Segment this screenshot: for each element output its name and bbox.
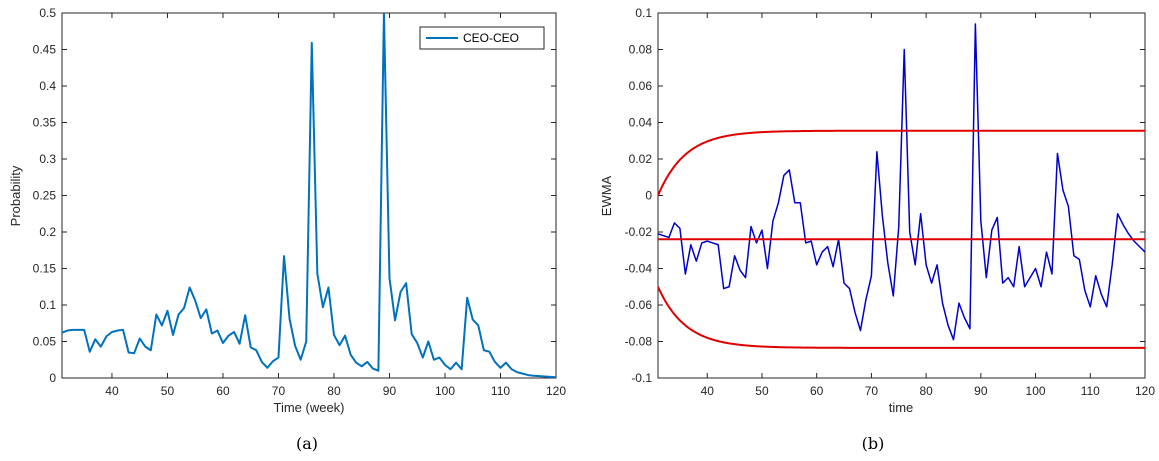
chart-b-ytick-label: 0.02 [629,152,653,166]
chart-b-ytick-label: -0.04 [625,262,653,276]
chart-b-xtick-label: 90 [974,384,988,398]
chart-b-xtick-label: 110 [1081,384,1100,398]
chart-a-series-line [62,13,556,378]
chart-a-xtick-label: 70 [272,384,286,398]
chart-b-xtick-label: 50 [755,384,769,398]
chart-a-ytick-label: 0.35 [33,116,57,130]
chart-a-legend-label: CEO-CEO [463,31,519,45]
chart-a-xtick-label: 60 [216,384,230,398]
chart-b-ytick-label: 0 [645,189,652,203]
chart-b-ytick-label: -0.1 [631,371,652,385]
chart-b-lines [658,23,1145,349]
chart-b-upper-limit [658,129,1145,196]
chart-b-xtick-label: 60 [810,384,824,398]
chart-a-ytick-label: 0 [49,371,56,385]
chart-a-ytick-label: 0.3 [39,152,56,166]
chart-a-ylabel: Probability [8,165,23,226]
chart-b-ytick-label: 0.06 [629,79,653,93]
chart-a-caption: (a) [296,434,318,453]
chart-a-ytick-label: 0.05 [33,335,57,349]
chart-a-legend-box [419,26,545,50]
chart-a-legend: CEO-CEO [419,26,545,50]
chart-b-ewma-line [658,23,1145,341]
chart-a-xtick-label: 120 [546,384,566,398]
chart-b-xtick-label: 120 [1135,384,1155,398]
chart-a-xtick-label: 80 [327,384,341,398]
chart-b-ytick-label: -0.08 [625,335,653,349]
chart-b-ytick-label: -0.02 [625,225,653,239]
chart-b-xtick-label: 40 [701,384,715,398]
chart-a-ytick-label: 0.1 [39,298,56,312]
chart-a-xtick-label: 90 [383,384,397,398]
chart-a-ytick-label: 0.2 [39,225,56,239]
chart-b-plot-area [657,12,1146,379]
chart-a-ytick-label: 0.4 [39,79,56,93]
chart-b-ticks: 40 50 60 70 80 90 100 110 120 -0.1 -0.08 -0.06 -0.04… [625,6,1156,398]
chart-b-ytick-label: 0.04 [629,116,653,130]
chart-b-xtick-label: 70 [865,384,879,398]
chart-b: 40 50 60 70 80 90 100 110 120 -0.1 -0.08 -0.06 -0.04… [599,6,1155,453]
chart-b-caption: (b) [862,434,885,453]
chart-a-xtick-label: 40 [105,384,119,398]
chart-a-xtick-label: 50 [161,384,175,398]
chart-a-xtick-label: 110 [491,384,510,398]
chart-b-ylabel: EWMA [599,175,614,216]
chart-b-xtick-label: 100 [1026,384,1046,398]
chart-a-xlabel: Time (week) [273,400,344,415]
chart-a-lines [62,13,556,378]
chart-a-ticks: 40 50 60 70 80 90 100 110 120 0 0.05 0.1 0.15 0.2 0.25… [33,6,567,398]
chart-a-ytick-label: 0.15 [33,262,57,276]
chart-a-ytick-label: 0.5 [39,6,56,20]
chart-a-ytick-label: 0.45 [33,43,57,57]
chart-b-lower-limit [658,286,1145,349]
chart-a-xtick-label: 100 [435,384,455,398]
chart-b-xtick-label: 80 [919,384,933,398]
chart-b-ytick-label: 0.08 [629,43,653,57]
chart-a: 40 50 60 70 80 90 100 110 120 0 0.05 0.1 0.15 0.2 0.25… [8,6,566,453]
chart-b-xlabel: time [889,400,914,415]
chart-b-ytick-label: -0.06 [625,298,653,312]
chart-b-ytick-label: 0.1 [635,6,652,20]
chart-a-ytick-label: 0.25 [33,189,57,203]
